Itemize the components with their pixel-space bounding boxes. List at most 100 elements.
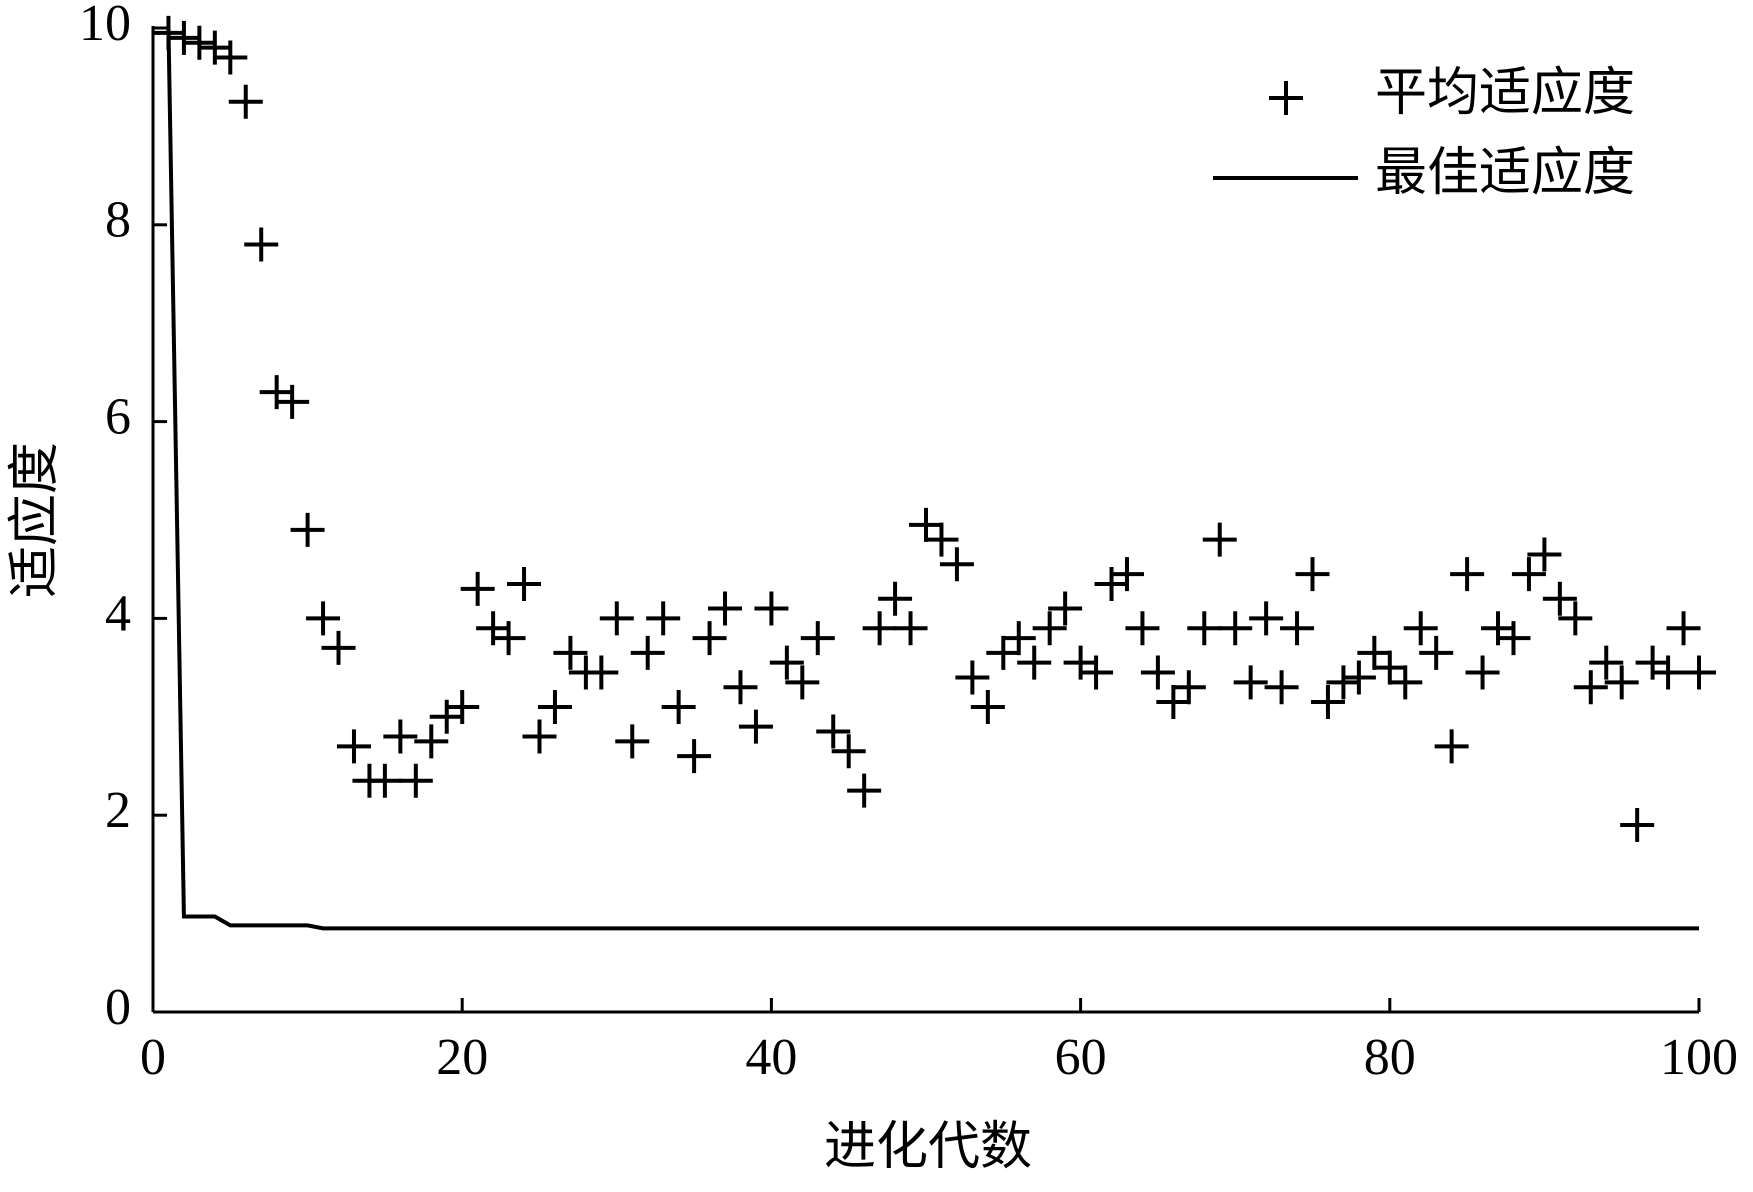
scatter-point: [1666, 611, 1701, 646]
scatter-point: [661, 689, 696, 724]
scatter-point: [878, 581, 913, 616]
scatter-point: [1063, 645, 1098, 680]
scatter-point: [1604, 665, 1639, 700]
scatter-point: [909, 507, 943, 542]
scatter-point: [1450, 557, 1485, 592]
scatter-point: [213, 40, 248, 75]
scatter-point: [1573, 670, 1608, 705]
x-tick-label: 100: [1660, 1029, 1738, 1086]
x-tick-label: 20: [436, 1029, 488, 1086]
scatter-point: [970, 689, 1005, 724]
scatter-point: [1635, 645, 1670, 680]
y-tick-label: 4: [105, 585, 131, 642]
x-tick-label: 80: [1364, 1029, 1416, 1086]
y-tick-label: 8: [105, 192, 131, 249]
scatter-point: [166, 20, 201, 55]
scatter-point: [986, 635, 1021, 670]
legend-marker: [1269, 81, 1303, 115]
scatter-point: [197, 30, 232, 65]
scatter-point: [429, 699, 464, 734]
scatter-point: [306, 601, 341, 636]
scatter-point: [862, 611, 897, 646]
scatter-point: [1527, 537, 1562, 572]
scatter-point: [1511, 557, 1546, 592]
scatter-point: [1542, 581, 1577, 616]
y-tick-label: 6: [105, 389, 131, 446]
scatter-point: [831, 734, 866, 769]
scatter-point: [537, 689, 572, 724]
scatter-point: [1434, 729, 1469, 764]
scatter-point: [1651, 655, 1686, 690]
scatter-point: [275, 384, 310, 419]
scatter-point: [1233, 665, 1268, 700]
scatter-point: [599, 601, 634, 636]
scatter-point: [893, 611, 928, 646]
scatter-point: [1620, 808, 1655, 843]
scatter-point: [1125, 611, 1160, 646]
scatter-point: [1372, 650, 1407, 685]
scatter-point: [1218, 611, 1253, 646]
scatter-point: [522, 719, 557, 754]
scatter-point: [677, 739, 712, 774]
scatter-point: [460, 571, 495, 606]
scatter-point: [1017, 645, 1052, 680]
scatter-point: [476, 611, 511, 646]
scatter-point: [1388, 665, 1423, 700]
scatter-point: [615, 724, 650, 759]
scatter-point: [1001, 621, 1036, 656]
scatter-point: [692, 621, 727, 656]
scatter-point: [1295, 557, 1330, 592]
scatter-point: [785, 665, 820, 700]
scatter-point: [646, 601, 681, 636]
scatter-point: [1140, 655, 1175, 690]
scatter-point: [445, 689, 480, 724]
scatter-point: [290, 512, 325, 547]
y-tick-label: 10: [79, 0, 131, 52]
scatter-point: [1264, 670, 1299, 705]
scatter-point: [259, 375, 294, 410]
scatter-point: [414, 724, 449, 759]
scatter-point: [1079, 655, 1114, 690]
scatter-point: [584, 655, 619, 690]
scatter-point: [383, 719, 418, 754]
scatter-point: [708, 591, 743, 626]
scatter-point: [1048, 591, 1083, 626]
scatter-point: [1156, 685, 1191, 720]
scatter-point: [228, 84, 263, 119]
scatter-point: [1682, 655, 1716, 690]
scatter-point: [847, 773, 882, 808]
scatter-point: [1310, 685, 1345, 720]
legend-label: 最佳适应度: [1375, 145, 1635, 202]
x-tick-label: 0: [140, 1029, 166, 1086]
scatter-point: [1357, 635, 1392, 670]
y-tick-label: 0: [105, 979, 131, 1036]
scatter-point: [367, 763, 402, 798]
scatter-point: [1032, 611, 1067, 646]
scatter-point: [738, 709, 773, 744]
x-tick-label: 40: [745, 1029, 797, 1086]
scatter-point: [1558, 601, 1593, 636]
scatter-point: [1187, 611, 1222, 646]
scatter-point: [1496, 621, 1531, 656]
scatter-point: [321, 630, 356, 665]
scatter-point: [769, 645, 804, 680]
scatter-point: [1249, 601, 1284, 636]
scatter-point: [630, 635, 665, 670]
scatter-point: [244, 227, 279, 262]
scatter-point: [1202, 522, 1237, 557]
scatter-point: [1341, 660, 1376, 695]
scatter-point: [723, 670, 758, 705]
scatter-point: [1481, 611, 1516, 646]
x-tick-label: 60: [1055, 1029, 1107, 1086]
scatter-point: [955, 660, 990, 695]
scatter-point: [816, 714, 851, 749]
scatter-point: [754, 591, 789, 626]
scatter-point: [507, 566, 542, 601]
x-axis-label: 进化代数: [824, 1119, 1032, 1176]
scatter-point: [491, 621, 526, 656]
scatter-point: [939, 547, 974, 582]
scatter-point: [1326, 665, 1361, 700]
scatter-point: [336, 729, 371, 764]
scatter-point: [1403, 611, 1438, 646]
